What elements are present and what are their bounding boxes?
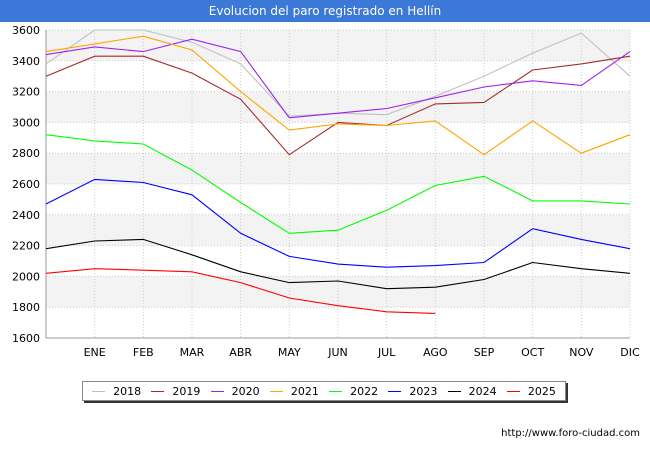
- x-tick-label: ENE: [84, 346, 106, 359]
- series-line-2021: [45, 35, 631, 156]
- chart-legend: 2018 2019 2020 2021 2022 2023 2024 2025: [82, 381, 566, 401]
- series-line-2025: [45, 268, 436, 314]
- legend-item-2025: 2025: [506, 384, 556, 398]
- x-tick-label: MAR: [180, 346, 205, 359]
- legend-swatch: [447, 390, 461, 392]
- legend-item-2019: 2019: [151, 385, 200, 398]
- y-tick-label: 3200: [12, 86, 40, 99]
- legend-item-2022: 2022: [329, 385, 378, 398]
- legend-swatch: [388, 390, 402, 392]
- legend-swatch: [210, 390, 224, 392]
- series-line-2022: [45, 134, 631, 234]
- y-tick-label: 2200: [12, 240, 40, 253]
- x-tick-label: FEB: [133, 346, 154, 359]
- y-tick-label: 1800: [12, 301, 40, 314]
- legend-label: 2023: [409, 384, 438, 398]
- x-tick-label: JUN: [327, 346, 348, 359]
- x-tick-label: JUL: [377, 346, 396, 359]
- series-line-2020: [45, 38, 631, 119]
- legend-label: 2025: [527, 384, 556, 398]
- y-tick-label: 2400: [12, 209, 40, 222]
- source-credit: http://www.foro-ciudad.com: [501, 428, 640, 439]
- legend-label: 2020: [231, 384, 260, 398]
- x-tick-label: DIC: [620, 346, 640, 359]
- series-line-2023: [45, 178, 631, 268]
- legend-item-2018: 2018: [92, 385, 141, 398]
- y-tick-label: 3400: [12, 55, 40, 68]
- y-tick-label: 1600: [12, 332, 40, 345]
- y-tick-label: 2000: [12, 270, 40, 283]
- legend-label: 2021: [290, 384, 319, 398]
- y-tick-label: 2800: [12, 147, 40, 160]
- legend-label: 2018: [113, 384, 142, 398]
- y-tick-label: 3000: [12, 116, 40, 129]
- series-line-2019: [45, 55, 631, 156]
- legend-label: 2022: [350, 384, 379, 398]
- legend-swatch: [92, 390, 106, 392]
- legend-swatch: [506, 390, 520, 392]
- x-tick-label: MAY: [278, 346, 301, 359]
- legend-item-2021: 2021: [269, 384, 319, 398]
- series-line-2024: [45, 238, 631, 290]
- x-tick-label: NOV: [569, 346, 594, 359]
- legend-item-2024: 2024: [447, 384, 497, 398]
- y-tick-label: 2600: [12, 178, 40, 191]
- legend-item-2020: 2020: [210, 384, 260, 398]
- legend-label: 2019: [172, 384, 201, 398]
- x-tick-label: OCT: [521, 346, 544, 359]
- x-tick-label: ABR: [229, 346, 252, 359]
- legend-label: 2024: [468, 384, 497, 398]
- legend-swatch: [329, 390, 343, 392]
- legend-item-2023: 2023: [388, 385, 437, 398]
- x-tick-label: SEP: [474, 346, 495, 359]
- legend-swatch: [151, 390, 165, 392]
- y-tick-label: 3600: [12, 24, 40, 37]
- legend-swatch: [269, 390, 283, 392]
- chart-title: Evolucion del paro registrado en Hellín: [0, 0, 650, 22]
- x-tick-label: AGO: [423, 346, 448, 359]
